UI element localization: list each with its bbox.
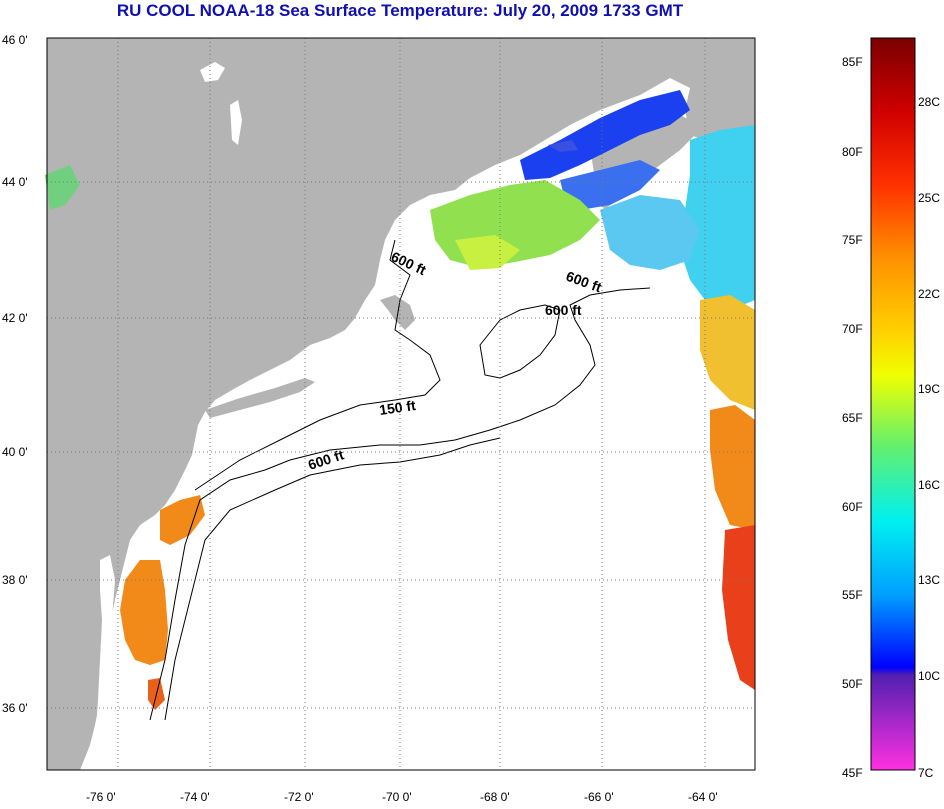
colorbar-f-label: 55F xyxy=(842,588,863,602)
lon-label: -68 0' xyxy=(480,790,510,804)
sst-cold-patches xyxy=(520,90,755,310)
map-title: RU COOL NOAA-18 Sea Surface Temperature:… xyxy=(116,1,684,20)
colorbar-c-label: 22C xyxy=(918,287,940,301)
contour-label: 600 ft xyxy=(545,302,582,318)
lat-label: 42 0' xyxy=(2,311,28,325)
colorbar-c-label: 28C xyxy=(918,95,940,109)
colorbar-f-label: 80F xyxy=(842,145,863,159)
lon-label: -72 0' xyxy=(284,790,314,804)
lon-label: -74 0' xyxy=(180,790,210,804)
lat-label: 44 0' xyxy=(2,175,28,189)
lon-label: -70 0' xyxy=(382,790,412,804)
land-long-island xyxy=(205,378,315,418)
colorbar xyxy=(870,37,916,771)
colorbar-f-label: 45F xyxy=(842,766,863,780)
colorbar-f-label: 50F xyxy=(842,677,863,691)
colorbar-f-label: 75F xyxy=(842,233,863,247)
inland-lake xyxy=(230,100,242,145)
lat-label: 36 0' xyxy=(2,701,28,715)
colorbar-c-label: 16C xyxy=(918,478,940,492)
colorbar-f-label: 85F xyxy=(842,55,863,69)
contour-label: 150 ft xyxy=(378,397,417,418)
map-frame xyxy=(46,37,756,771)
colorbar-f-label: 70F xyxy=(842,322,863,336)
colorbar-c-label: 25C xyxy=(918,191,940,205)
colorbar-f-label: 60F xyxy=(842,500,863,514)
colorbar-fahrenheit-labels: 85F 80F 75F 70F 65F 60F 55F 50F 45F xyxy=(842,55,863,780)
lon-label: -64 0' xyxy=(688,790,718,804)
colorbar-celsius-labels: 28C 25C 22C 19C 16C 13C 10C 7C xyxy=(918,95,940,780)
land-us-coast xyxy=(47,38,755,770)
colorbar-f-label: 65F xyxy=(842,411,863,425)
chesapeake-bay xyxy=(95,555,115,745)
lon-axis: -76 0' -74 0' -72 0' -70 0' -68 0' -66 0… xyxy=(86,790,718,804)
lat-label: 38 0' xyxy=(2,573,28,587)
lon-label: -66 0' xyxy=(584,790,614,804)
lon-label: -76 0' xyxy=(86,790,116,804)
colorbar-c-label: 13C xyxy=(918,573,940,587)
bathymetry-contours xyxy=(149,239,651,721)
inland-lake xyxy=(200,62,225,82)
sst-mid-patches xyxy=(45,165,600,270)
colorbar-c-label: 10C xyxy=(918,669,940,683)
colorbar-c-label: 19C xyxy=(918,382,940,396)
lat-label: 40 0' xyxy=(2,445,28,459)
lat-axis: 46 0' 44 0' 42 0' 40 0' 38 0' 36 0' xyxy=(2,33,28,715)
lat-label: 46 0' xyxy=(2,33,28,47)
sst-warm-patches xyxy=(120,295,755,710)
colorbar-c-label: 7C xyxy=(918,766,934,780)
